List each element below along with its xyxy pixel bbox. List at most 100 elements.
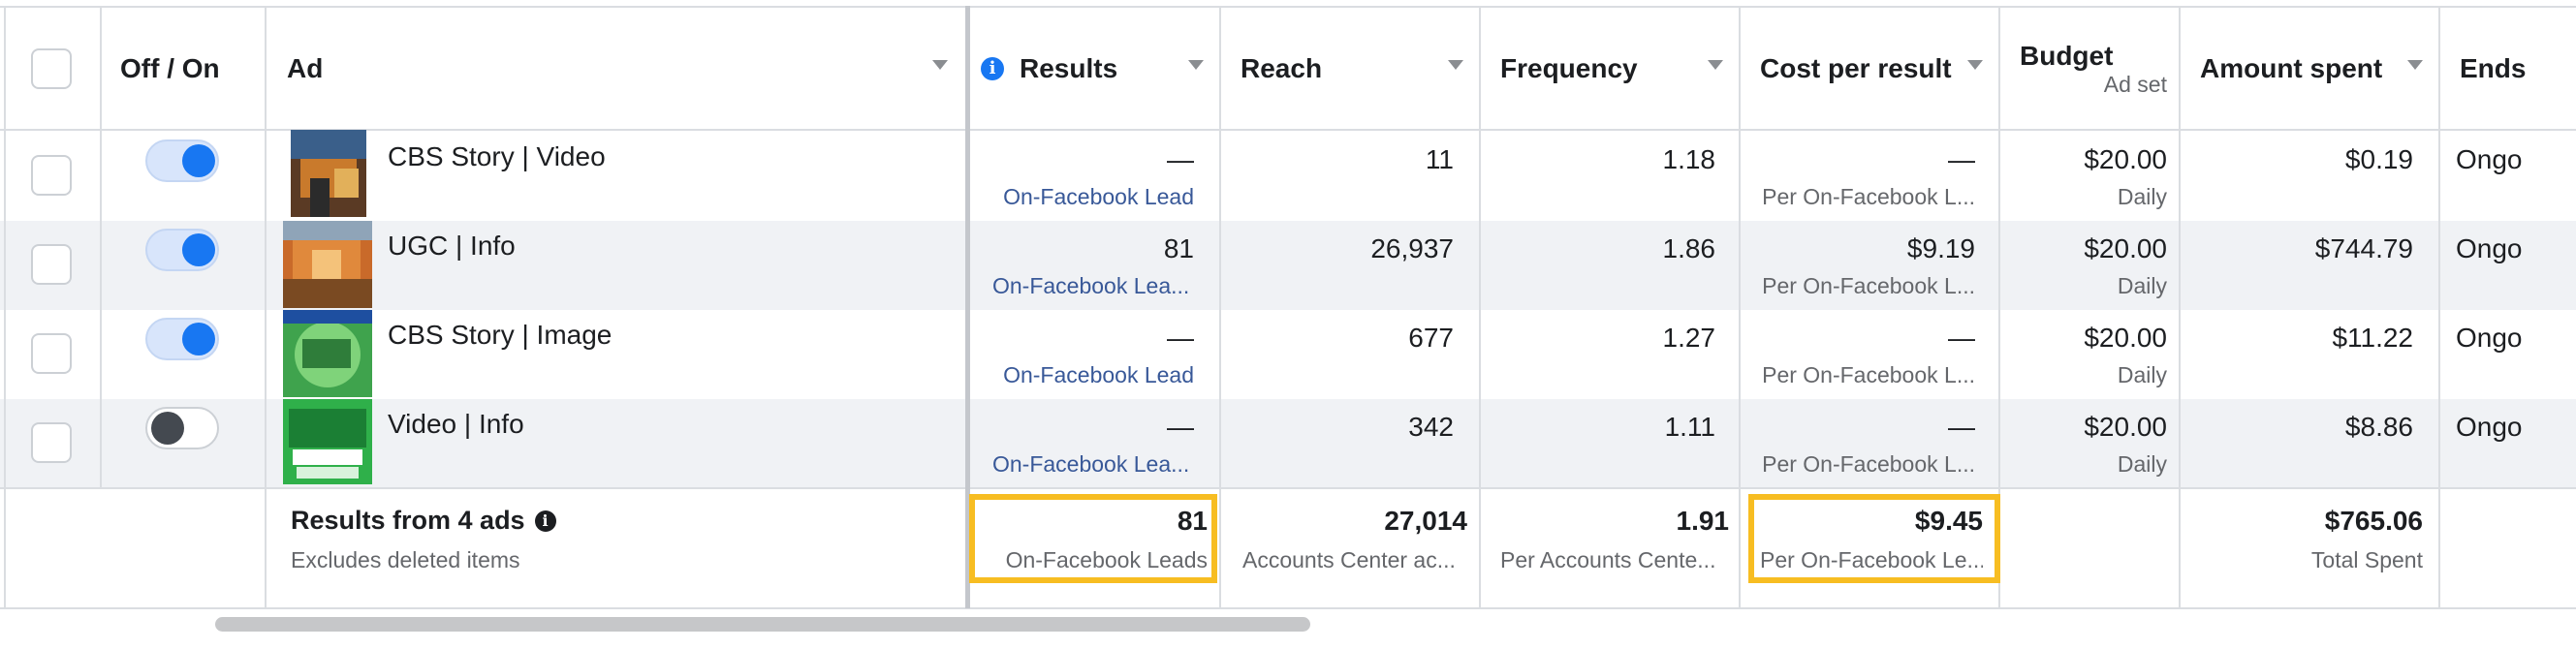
row-checkbox[interactable] <box>31 155 72 196</box>
results-value: — <box>1167 144 1194 174</box>
toggle-knob <box>182 233 215 266</box>
row-checkbox[interactable] <box>31 333 72 374</box>
col-divider <box>2438 6 2440 608</box>
col-divider <box>1479 6 1481 608</box>
cost-per-result-value: — <box>1948 144 1975 174</box>
summary-title-label: Results from 4 ads <box>291 506 525 535</box>
row-checkbox[interactable] <box>31 422 72 463</box>
summary-top-border <box>0 487 2576 489</box>
frozen-column-divider <box>965 6 970 608</box>
col-divider <box>2179 6 2181 608</box>
cost-per-result-value: — <box>1948 412 1975 442</box>
results-column-header[interactable]: i Results <box>981 8 1117 129</box>
results-value: — <box>1167 412 1194 442</box>
row-bg-4 <box>0 399 2576 488</box>
budget-period: Daily <box>2117 362 2167 387</box>
frequency-value: 1.27 <box>1662 323 1716 353</box>
cost-per-result-sub: Per On-Facebook L... <box>1762 362 1975 387</box>
ad-toggle[interactable] <box>145 229 219 271</box>
cost-per-result-sub: Per On-Facebook L... <box>1762 451 1975 477</box>
budget-value[interactable]: $20.00 <box>2084 412 2167 442</box>
ad-toggle[interactable] <box>145 318 219 360</box>
reach-column-header[interactable]: Reach <box>1241 52 1323 83</box>
horizontal-scrollbar[interactable] <box>215 617 1310 632</box>
ends-value: Ongo <box>2456 144 2523 174</box>
results-highlight-box <box>969 494 1217 583</box>
header-bottom-border <box>0 129 2576 131</box>
summary-reach-value: 27,014 <box>1384 506 1467 536</box>
off-on-header[interactable]: Off / On <box>120 52 220 83</box>
sort-down-icon[interactable] <box>932 60 948 70</box>
col-divider <box>100 6 102 488</box>
row-checkbox[interactable] <box>31 244 72 285</box>
table-bottom-border <box>0 607 2576 609</box>
amount-spent-value: $744.79 <box>2314 233 2413 263</box>
results-value: 81 <box>1163 233 1194 263</box>
ad-column-header[interactable]: Ad <box>287 52 324 83</box>
sort-down-icon[interactable] <box>1188 60 1204 70</box>
amount-spent-value: $8.86 <box>2344 412 2413 442</box>
ad-name[interactable]: CBS Story | Video <box>388 141 606 171</box>
frequency-value: 1.86 <box>1662 233 1716 263</box>
results-type-link[interactable]: On-Facebook Lea... <box>992 273 1190 298</box>
col-divider <box>1998 6 2000 608</box>
sort-down-icon[interactable] <box>1967 60 1983 70</box>
ad-thumbnail[interactable] <box>291 130 366 217</box>
reach-value: 342 <box>1408 412 1454 442</box>
cost-per-result-value: — <box>1948 323 1975 353</box>
col-divider <box>265 6 267 608</box>
info-icon[interactable]: i <box>534 510 556 532</box>
frequency-column-header[interactable]: Frequency <box>1500 52 1638 83</box>
ends-value: Ongo <box>2456 323 2523 353</box>
col-divider <box>1739 6 1741 608</box>
budget-period: Daily <box>2117 451 2167 477</box>
budget-period: Daily <box>2117 273 2167 298</box>
ad-name[interactable]: CBS Story | Image <box>388 320 613 350</box>
sort-down-icon[interactable] <box>1708 60 1723 70</box>
budget-period: Daily <box>2117 184 2167 209</box>
ad-toggle[interactable] <box>145 407 219 449</box>
results-header-label: Results <box>1020 52 1118 83</box>
ends-column-header[interactable]: Ends <box>2460 52 2527 83</box>
ad-thumbnail[interactable] <box>283 310 372 397</box>
info-icon[interactable]: i <box>981 56 1004 80</box>
sort-down-icon[interactable] <box>2407 60 2423 70</box>
sort-down-icon[interactable] <box>1448 60 1463 70</box>
amount-spent-value: $0.19 <box>2344 144 2413 174</box>
ad-name[interactable]: Video | Info <box>388 409 524 439</box>
ad-toggle[interactable] <box>145 139 219 182</box>
summary-spent-value: $765.06 <box>2324 506 2423 536</box>
ends-value: Ongo <box>2456 233 2523 263</box>
results-type-link[interactable]: On-Facebook Lea... <box>992 451 1190 477</box>
col-divider <box>1219 6 1221 608</box>
frequency-value: 1.11 <box>1664 412 1715 442</box>
summary-subtitle: Excludes deleted items <box>291 547 520 572</box>
summary-frequency-sub: Per Accounts Cente... <box>1500 547 1716 572</box>
ends-value: Ongo <box>2456 412 2523 442</box>
cost-per-result-sub: Per On-Facebook L... <box>1762 273 1975 298</box>
frequency-value: 1.18 <box>1662 144 1716 174</box>
budget-column-header[interactable]: Budget <box>2020 41 2114 71</box>
amount-spent-value: $11.22 <box>2332 323 2413 353</box>
cost-per-result-column-header[interactable]: Cost per result <box>1760 52 1952 83</box>
cpr-highlight-box <box>1748 494 2000 583</box>
results-type-link[interactable]: On-Facebook Lead <box>1003 362 1194 387</box>
toggle-knob <box>151 412 184 445</box>
toggle-knob <box>182 144 215 177</box>
amount-spent-column-header[interactable]: Amount spent <box>2200 52 2383 83</box>
select-all-checkbox[interactable] <box>31 48 72 89</box>
summary-title: Results from 4 ads i <box>291 506 556 536</box>
budget-value[interactable]: $20.00 <box>2084 323 2167 353</box>
budget-value[interactable]: $20.00 <box>2084 144 2167 174</box>
budget-value[interactable]: $20.00 <box>2084 233 2167 263</box>
reach-value: 677 <box>1408 323 1454 353</box>
summary-cpr-value: $9.45 <box>1914 506 1983 536</box>
summary-frequency-value: 1.91 <box>1676 506 1730 536</box>
ad-thumbnail[interactable] <box>283 399 372 484</box>
toggle-knob <box>182 323 215 355</box>
ad-thumbnail[interactable] <box>283 221 372 308</box>
table-top-border <box>0 6 2576 8</box>
summary-results-sub: On-Facebook Leads <box>1005 547 1208 572</box>
results-type-link[interactable]: On-Facebook Lead <box>1003 184 1194 209</box>
ad-name[interactable]: UGC | Info <box>388 231 516 261</box>
